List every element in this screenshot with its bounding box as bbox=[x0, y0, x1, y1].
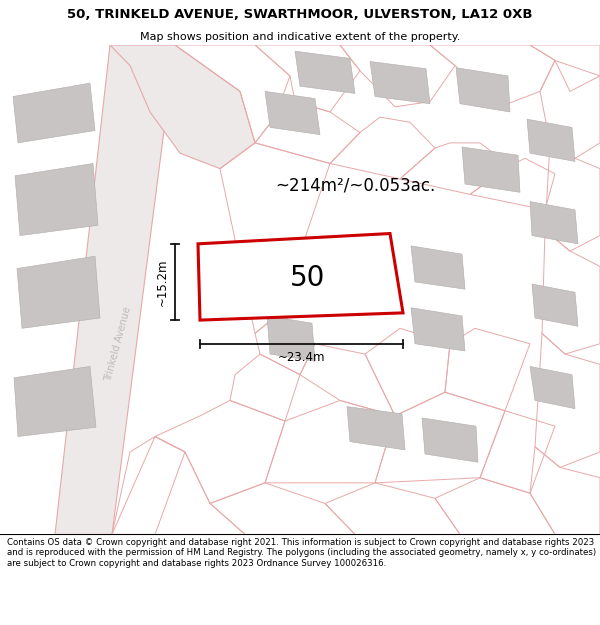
Polygon shape bbox=[268, 261, 318, 307]
Text: Map shows position and indicative extent of the property.: Map shows position and indicative extent… bbox=[140, 31, 460, 41]
Polygon shape bbox=[14, 366, 96, 436]
Polygon shape bbox=[532, 284, 578, 326]
Text: ~15.2m: ~15.2m bbox=[156, 258, 169, 306]
Polygon shape bbox=[462, 147, 520, 192]
Text: ~214m²/~0.053ac.: ~214m²/~0.053ac. bbox=[275, 176, 435, 194]
Polygon shape bbox=[411, 246, 465, 289]
Polygon shape bbox=[265, 91, 320, 134]
Text: 50: 50 bbox=[290, 264, 325, 292]
Polygon shape bbox=[422, 418, 478, 462]
Polygon shape bbox=[530, 202, 578, 244]
Text: ~23.4m: ~23.4m bbox=[278, 351, 325, 364]
Polygon shape bbox=[15, 164, 98, 236]
Polygon shape bbox=[527, 119, 575, 161]
Polygon shape bbox=[370, 61, 430, 104]
Polygon shape bbox=[411, 308, 465, 351]
Text: 50, TRINKELD AVENUE, SWARTHMOOR, ULVERSTON, LA12 0XB: 50, TRINKELD AVENUE, SWARTHMOOR, ULVERST… bbox=[67, 8, 533, 21]
Polygon shape bbox=[456, 68, 510, 112]
Polygon shape bbox=[17, 256, 100, 328]
Polygon shape bbox=[13, 83, 95, 143]
Polygon shape bbox=[295, 51, 355, 93]
Polygon shape bbox=[55, 45, 175, 534]
Polygon shape bbox=[347, 407, 405, 450]
Polygon shape bbox=[198, 234, 403, 320]
Text: Contains OS data © Crown copyright and database right 2021. This information is : Contains OS data © Crown copyright and d… bbox=[7, 538, 596, 568]
Polygon shape bbox=[267, 316, 315, 361]
Polygon shape bbox=[110, 45, 255, 169]
Text: Trinkeld Avenue: Trinkeld Avenue bbox=[103, 305, 133, 382]
Polygon shape bbox=[530, 366, 575, 409]
